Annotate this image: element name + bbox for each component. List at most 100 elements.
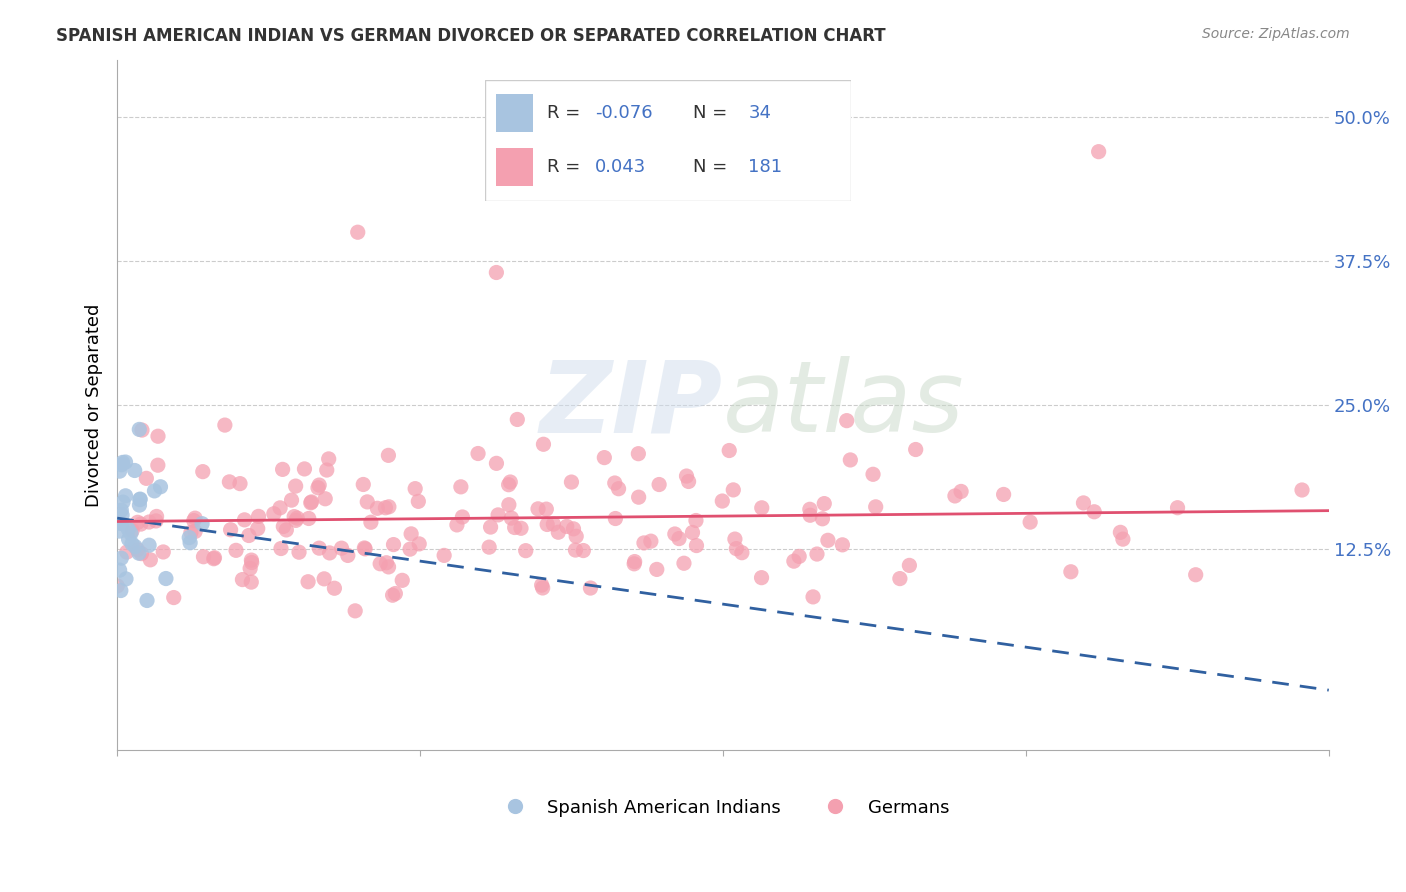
Point bbox=[110, 551, 132, 566]
Text: 181: 181 bbox=[748, 158, 782, 176]
Point bbox=[129, 492, 152, 507]
Point bbox=[1060, 565, 1083, 579]
Point bbox=[593, 450, 616, 465]
Point bbox=[783, 554, 806, 568]
Point bbox=[240, 556, 263, 570]
Point bbox=[346, 225, 368, 239]
Point bbox=[731, 546, 754, 560]
Point bbox=[433, 549, 456, 563]
Point bbox=[308, 478, 330, 492]
Point bbox=[127, 542, 149, 557]
Point bbox=[1109, 525, 1132, 540]
Point bbox=[145, 509, 167, 524]
Point bbox=[136, 593, 159, 607]
Point bbox=[501, 511, 523, 525]
Point bbox=[377, 448, 399, 462]
Point bbox=[323, 581, 346, 595]
Legend: Spanish American Indians, Germans: Spanish American Indians, Germans bbox=[489, 791, 956, 824]
Point bbox=[640, 534, 662, 549]
Point bbox=[399, 527, 422, 541]
Point bbox=[751, 571, 773, 585]
Point bbox=[233, 513, 256, 527]
Point bbox=[498, 498, 520, 512]
Point bbox=[111, 455, 134, 469]
Point bbox=[285, 511, 308, 525]
Point bbox=[835, 414, 858, 428]
Point bbox=[366, 501, 388, 516]
Point bbox=[128, 498, 150, 512]
Point bbox=[219, 523, 242, 537]
Point bbox=[238, 528, 260, 542]
Point bbox=[450, 480, 472, 494]
Point bbox=[506, 412, 529, 426]
Point bbox=[799, 508, 821, 523]
Point bbox=[724, 532, 747, 546]
Point bbox=[605, 511, 627, 525]
Point bbox=[672, 556, 695, 570]
Point bbox=[353, 541, 375, 555]
Point bbox=[108, 516, 131, 531]
Point bbox=[485, 456, 508, 470]
Point bbox=[284, 513, 307, 527]
Point bbox=[404, 482, 426, 496]
Point bbox=[204, 550, 226, 565]
Point bbox=[675, 469, 697, 483]
Point bbox=[354, 541, 377, 556]
Point bbox=[377, 560, 399, 574]
Point bbox=[231, 573, 253, 587]
Point bbox=[115, 572, 138, 586]
Point bbox=[202, 551, 225, 566]
Point bbox=[801, 590, 824, 604]
Point bbox=[555, 519, 578, 533]
Point bbox=[145, 514, 167, 528]
Point bbox=[391, 574, 413, 588]
Point bbox=[645, 562, 668, 576]
Text: N =: N = bbox=[693, 103, 734, 122]
Point bbox=[138, 515, 160, 529]
Point bbox=[111, 516, 134, 531]
Point bbox=[288, 545, 311, 559]
Point bbox=[193, 549, 215, 564]
Point bbox=[446, 517, 468, 532]
Point bbox=[408, 494, 430, 508]
Point bbox=[115, 545, 138, 559]
Point bbox=[408, 537, 430, 551]
Point bbox=[547, 525, 569, 540]
Point bbox=[543, 517, 565, 532]
Point bbox=[478, 540, 501, 554]
Point bbox=[183, 514, 205, 528]
Point bbox=[531, 581, 554, 595]
Point bbox=[725, 541, 748, 556]
Point bbox=[108, 464, 131, 478]
Point bbox=[129, 517, 152, 532]
Point bbox=[191, 465, 214, 479]
Point bbox=[318, 546, 340, 560]
Point bbox=[627, 490, 650, 504]
Text: Source: ZipAtlas.com: Source: ZipAtlas.com bbox=[1202, 27, 1350, 41]
Point bbox=[128, 492, 150, 507]
Point bbox=[105, 579, 128, 593]
Point bbox=[498, 477, 520, 491]
Point bbox=[1167, 500, 1189, 515]
Point bbox=[271, 462, 294, 476]
FancyBboxPatch shape bbox=[485, 80, 851, 201]
Point bbox=[184, 511, 207, 525]
Point bbox=[503, 520, 526, 534]
Point bbox=[218, 475, 240, 489]
Point bbox=[1019, 515, 1042, 529]
Point bbox=[685, 514, 707, 528]
Point bbox=[283, 509, 305, 524]
Point bbox=[811, 512, 834, 526]
Point bbox=[149, 480, 172, 494]
Point bbox=[485, 265, 508, 279]
Point bbox=[314, 491, 336, 506]
Point bbox=[723, 483, 745, 497]
Point bbox=[865, 500, 887, 514]
Point bbox=[330, 541, 353, 556]
FancyBboxPatch shape bbox=[496, 94, 533, 132]
Point bbox=[307, 481, 329, 495]
Point bbox=[110, 583, 132, 598]
Point bbox=[117, 522, 139, 536]
Point bbox=[648, 477, 671, 491]
Point bbox=[664, 527, 686, 541]
